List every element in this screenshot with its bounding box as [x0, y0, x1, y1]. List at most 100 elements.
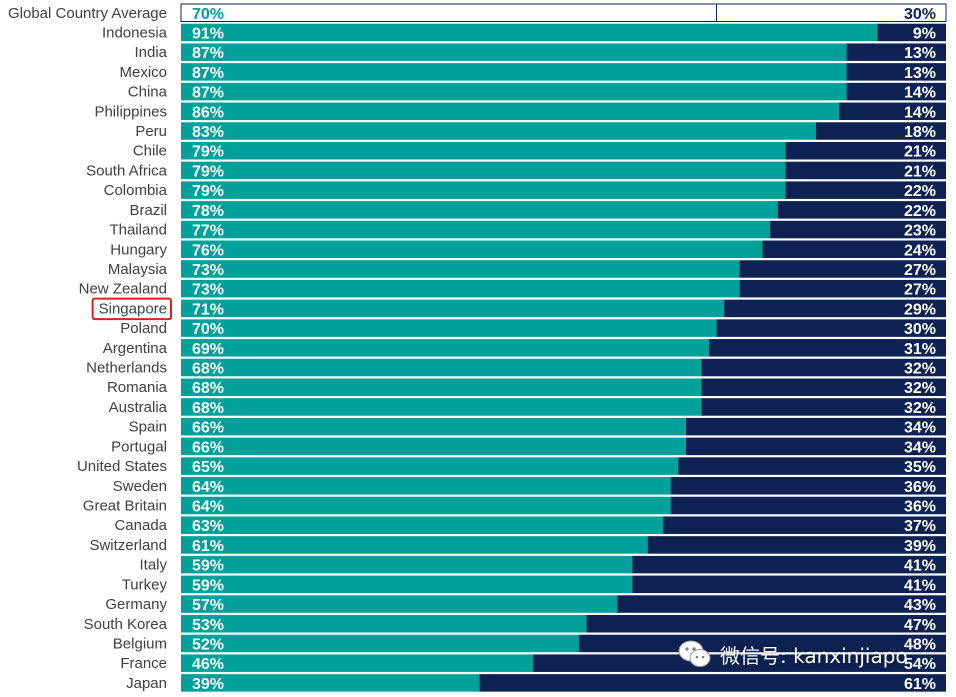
data-label-right: 32%: [904, 380, 936, 397]
data-label-left: 79%: [192, 183, 224, 200]
data-label-left: 61%: [192, 538, 224, 555]
data-label-right: 27%: [904, 282, 936, 299]
data-label-right: 37%: [904, 518, 936, 535]
data-label-left: 73%: [192, 282, 224, 299]
data-label-right: 31%: [904, 341, 936, 358]
bar-segment-right: [770, 220, 946, 239]
bar-segment-right: [662, 516, 946, 534]
bar-segment-left: [181, 260, 740, 278]
bar-segment-left: [181, 82, 847, 101]
data-label-left: 53%: [192, 617, 224, 634]
data-label-right: 39%: [904, 538, 936, 555]
bar-segment-right: [617, 595, 946, 613]
bar-segment-right: [678, 457, 946, 475]
data-label-right: 30%: [904, 321, 936, 338]
data-label-left: 78%: [192, 203, 224, 220]
bar-segment-left: [181, 417, 686, 436]
category-label: Italy: [139, 557, 167, 574]
data-label-left: 87%: [192, 85, 224, 102]
bar-segment-right: [578, 634, 946, 653]
bar-segment-left: [181, 496, 671, 515]
category-label: Argentina: [103, 340, 168, 357]
data-label-right: 29%: [904, 301, 936, 318]
bar-segment-right: [724, 299, 946, 318]
bar-segment-left: [181, 575, 633, 594]
bar-segment-right: [479, 674, 946, 692]
category-label: Spain: [129, 419, 167, 436]
wechat-icon: [678, 640, 711, 667]
category-label: Switzerland: [89, 537, 167, 554]
bar-segment-right: [586, 615, 946, 633]
bar-segment-right: [838, 102, 946, 121]
bar-segment-right: [701, 378, 946, 396]
bar-segment-right: [708, 339, 946, 357]
bar-segment-left: [181, 378, 702, 396]
bar-segment-right: [685, 417, 946, 436]
bar-segment-right: [785, 161, 946, 180]
bar-segment-left: [181, 358, 702, 377]
data-label-left: 66%: [192, 439, 224, 456]
data-label-right: 32%: [904, 361, 936, 378]
category-label: Netherlands: [86, 360, 167, 377]
data-label-left: 73%: [192, 262, 224, 279]
bar-segment-left: [181, 161, 786, 180]
data-label-right: 13%: [904, 45, 936, 62]
bar-segment-left: [181, 299, 725, 318]
category-label: Belgium: [113, 635, 167, 652]
bar-segment-right: [532, 654, 946, 672]
category-label: South Africa: [86, 162, 168, 179]
data-label-right: 21%: [904, 144, 936, 161]
data-label-right: 36%: [904, 499, 936, 516]
data-label-left: 70%: [192, 6, 224, 23]
data-label-left: 66%: [192, 420, 224, 437]
data-label-left: 69%: [192, 341, 224, 358]
category-label: Mexico: [119, 64, 167, 81]
bar-segment-right: [632, 555, 946, 574]
bar-segment-left: [181, 674, 480, 692]
category-label: Turkey: [122, 576, 168, 593]
bar-segment-right: [846, 43, 946, 61]
bar-segment-left: [181, 615, 587, 633]
data-label-left: 52%: [192, 636, 224, 653]
data-label-right: 14%: [904, 104, 936, 121]
bar-segment-left: [181, 220, 771, 239]
data-label-right: 54%: [904, 656, 936, 673]
bars: [180, 3, 947, 692]
bar-segment-left: [181, 516, 663, 534]
bar-segment-right: [762, 240, 946, 259]
bar-segment-right: [846, 82, 946, 101]
category-label: Peru: [135, 123, 167, 140]
bar-segment-left: [181, 23, 878, 42]
data-label-right: 24%: [904, 242, 936, 259]
bar-segment-left: [181, 437, 686, 456]
category-label: Poland: [120, 320, 167, 337]
bar-segment-right: [785, 181, 946, 199]
data-label-right: 41%: [904, 558, 936, 575]
bar-segment-right: [701, 358, 946, 377]
category-label: Portugal: [111, 438, 167, 455]
bar-segment-left: [181, 181, 786, 199]
bar-segment-left: [181, 63, 847, 81]
category-label: United States: [77, 458, 167, 475]
bar-segment-right: [670, 496, 946, 515]
category-label: Brazil: [129, 202, 167, 219]
data-label-right: 34%: [904, 439, 936, 456]
data-label-left: 87%: [192, 65, 224, 82]
data-label-left: 76%: [192, 242, 224, 259]
bar-segment-left: [181, 595, 618, 613]
data-label-right: 48%: [904, 636, 936, 653]
watermark: 微信号: kanxinjiapo: [678, 636, 908, 672]
data-label-left: 59%: [192, 558, 224, 575]
data-label-left: 65%: [192, 459, 224, 476]
data-label-left: 63%: [192, 518, 224, 535]
bar-segment-left: [181, 240, 763, 259]
bar-segment-right: [739, 260, 946, 278]
data-label-right: 43%: [904, 597, 936, 614]
category-label: Philippines: [94, 103, 167, 120]
category-label: Hungary: [110, 241, 167, 258]
bar-segment-right: [785, 141, 946, 160]
data-label-right: 36%: [904, 479, 936, 496]
data-label-right: 35%: [904, 459, 936, 476]
category-label: New Zealand: [79, 281, 167, 298]
data-label-right: 13%: [904, 65, 936, 82]
